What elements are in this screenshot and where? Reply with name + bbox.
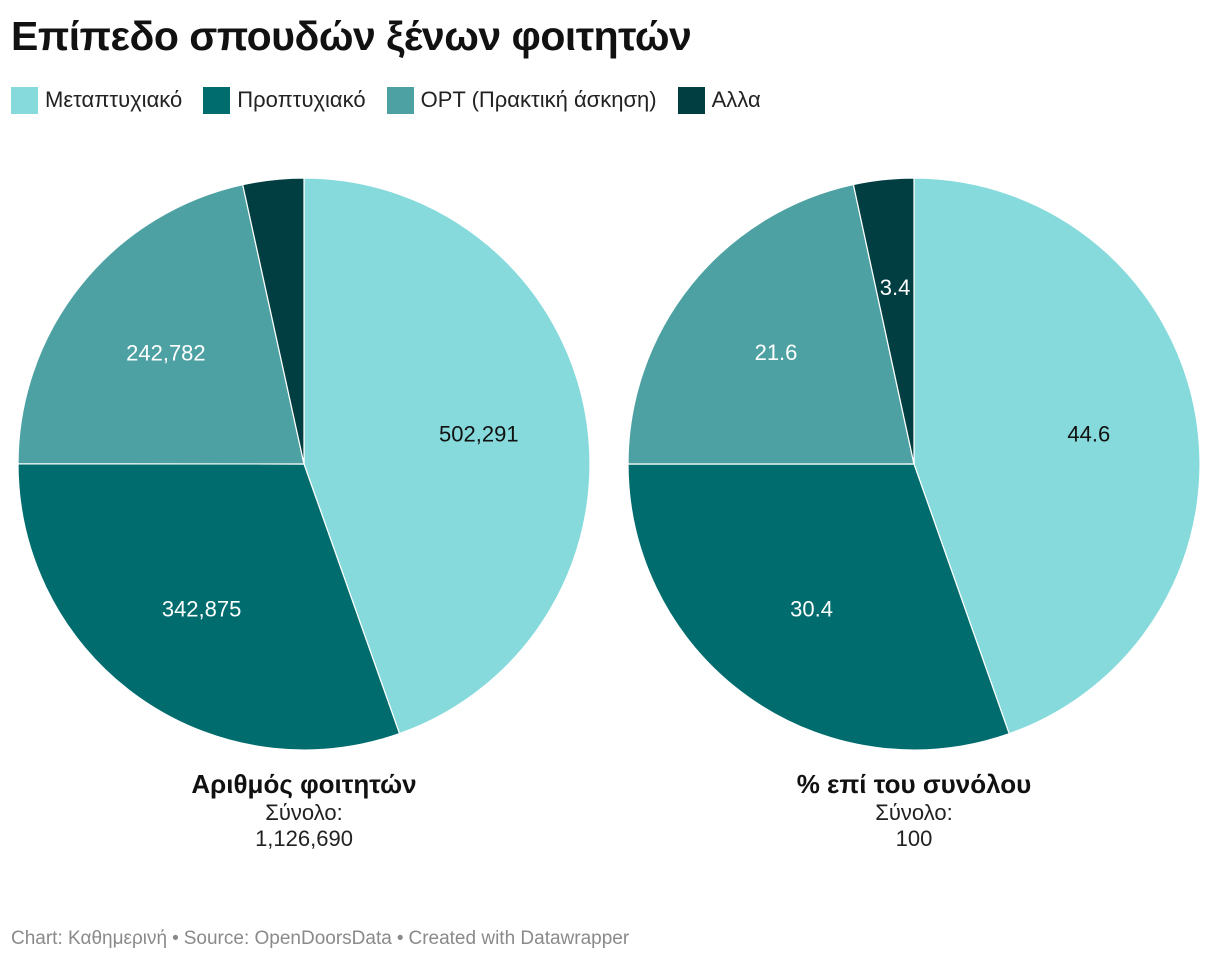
pie-count-label-opt: 242,782	[126, 340, 206, 365]
legend-swatch-other	[677, 86, 705, 114]
legend-swatch-postgraduate	[11, 86, 38, 114]
legend-label-postgraduate: Μεταπτυχιακό	[45, 87, 183, 112]
pie-percent-label-postgraduate: 44.6	[1067, 422, 1110, 447]
legend-swatch-undergraduate	[203, 86, 231, 114]
pie-percent-slice-other	[852, 177, 915, 465]
pie-percent-slice-postgraduate	[913, 177, 1201, 735]
footer-chart-credit: Chart: Καθημερινή	[11, 928, 168, 949]
legend-item-opt: OPT (Πρακτική άσκηση)	[386, 86, 657, 114]
pie-count-label-undergraduate: 342,875	[162, 596, 242, 621]
pie-total-label-percent: Σύνολο:	[875, 800, 953, 825]
chart-title: Επίπεδο σπουδών ξένων φοιτητών	[11, 13, 692, 59]
footer: Chart: Καθημερινή • Source: OpenDoorsData •…	[11, 928, 630, 949]
pie-title-percent: % επί του συνόλου	[796, 769, 1032, 799]
pie-percent-label-undergraduate: 30.4	[790, 596, 833, 621]
pie-percent: 44.6 30.4 21.6 3.4	[627, 177, 1201, 751]
pie-total-label-count: Σύνολο:	[265, 800, 343, 825]
pie-count-label-postgraduate: 502,291	[439, 422, 519, 447]
pie-count-slice-postgraduate	[303, 177, 591, 735]
pie-percent-label-opt: 21.6	[755, 340, 798, 365]
pie-caption-percent: % επί του συνόλου Σύνολο: 100	[714, 768, 1114, 852]
pie-percent-label-other: 3.4	[880, 275, 911, 300]
legend: Μεταπτυχιακό Προπτυχιακό OPT (Πρακτική ά…	[11, 86, 782, 114]
pie-percent-slice-undergraduate	[627, 463, 1010, 751]
pie-count-slice-other	[242, 177, 305, 465]
pie-title-count: Αριθμός φοιτητών	[191, 769, 417, 799]
legend-label-other: Αλλα	[711, 87, 761, 112]
footer-created-with: Created with Datawrapper	[408, 928, 630, 949]
pie-caption-count: Αριθμός φοιτητών Σύνολο: 1,126,690	[104, 768, 504, 852]
legend-label-undergraduate: Προπτυχιακό	[237, 87, 366, 112]
legend-item-postgraduate: Μεταπτυχιακό	[11, 86, 182, 114]
pie-count-slice-opt	[17, 184, 305, 465]
pie-total-value-count: 1,126,690	[255, 826, 353, 851]
legend-swatch-opt	[386, 86, 414, 114]
legend-label-opt: OPT (Πρακτική άσκηση)	[420, 87, 657, 112]
legend-item-undergraduate: Προπτυχιακό	[203, 86, 366, 114]
pie-count: 502,291 342,875 242,782	[17, 177, 591, 751]
footer-source: Source: OpenDoorsData	[183, 928, 392, 949]
pie-count-slice-undergraduate	[17, 463, 401, 751]
pie-percent-slice-opt	[627, 183, 915, 465]
legend-item-other: Αλλα	[677, 86, 761, 114]
pie-total-value-percent: 100	[895, 826, 933, 851]
